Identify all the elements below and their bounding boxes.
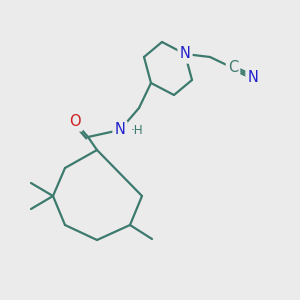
Text: N: N (115, 122, 125, 137)
Text: ·H: ·H (131, 124, 144, 137)
Text: O: O (69, 115, 81, 130)
Text: C: C (228, 61, 238, 76)
Text: N: N (248, 70, 258, 85)
Text: N: N (180, 46, 190, 62)
